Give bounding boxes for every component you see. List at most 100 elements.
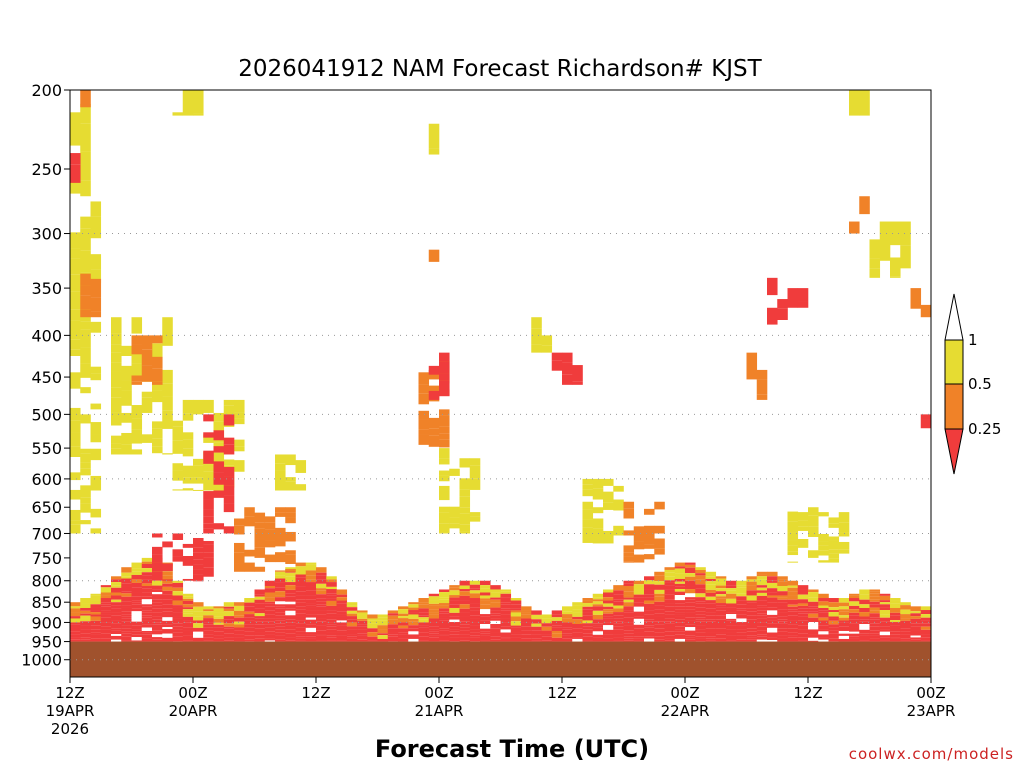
ri-cell-mid xyxy=(623,501,635,509)
ri-cell-boundary xyxy=(336,603,348,608)
ri-cell-boundary xyxy=(531,619,542,624)
ri-cell-boundary xyxy=(162,620,173,625)
ri-cell-boundary xyxy=(654,589,665,594)
ri-cell-boundary xyxy=(603,622,614,626)
ri-cell-boundary xyxy=(428,633,440,636)
ri-cell-mid xyxy=(418,372,430,385)
ri-cell-high xyxy=(541,345,553,353)
ri-cell-high xyxy=(592,518,604,529)
ri-cell-boundary xyxy=(346,607,358,611)
ri-cell-boundary xyxy=(572,638,583,642)
ri-cell-boundary xyxy=(264,624,276,628)
ri-cell-mid xyxy=(756,394,768,400)
ri-cell-boundary xyxy=(285,610,296,616)
ri-cell-boundary xyxy=(900,624,911,629)
ri-cell-boundary xyxy=(193,633,204,638)
ri-cell-boundary xyxy=(859,616,870,620)
ri-cell-boundary xyxy=(787,632,799,636)
ri-cell-boundary xyxy=(428,637,440,642)
ri-cell-boundary xyxy=(244,624,255,628)
ri-cell-boundary xyxy=(890,620,901,623)
ri-cell-boundary xyxy=(326,605,337,611)
ri-cell-boundary xyxy=(182,635,194,641)
ri-cell-boundary xyxy=(777,619,788,622)
ri-cell-boundary xyxy=(849,595,860,599)
ri-cell-boundary xyxy=(705,578,717,582)
ri-cell-boundary xyxy=(664,606,676,612)
ri-cell-boundary xyxy=(756,618,768,623)
ri-cell-boundary xyxy=(726,593,737,599)
ri-cell-boundary xyxy=(674,616,686,620)
ri-cell-boundary xyxy=(131,634,143,638)
ri-cell-boundary xyxy=(828,638,840,642)
ri-cell-boundary xyxy=(726,585,737,589)
ri-cell-boundary xyxy=(767,620,778,624)
ri-cell-boundary xyxy=(633,622,645,625)
ri-cell-boundary xyxy=(879,604,891,608)
ri-cell-boundary xyxy=(715,582,727,586)
ri-cell-mid xyxy=(910,288,922,309)
ri-cell-boundary xyxy=(490,602,501,608)
ri-cell-high xyxy=(80,497,91,504)
ri-cell-boundary xyxy=(213,624,225,628)
ri-cell-boundary xyxy=(603,618,614,623)
ri-cell-low xyxy=(439,373,450,381)
ri-cell-boundary xyxy=(459,589,471,592)
ri-cell-boundary xyxy=(203,634,214,638)
ri-cell-boundary xyxy=(500,593,512,598)
ri-cell-boundary xyxy=(275,601,286,605)
ri-cell-boundary xyxy=(275,623,286,627)
ri-cell-boundary xyxy=(469,590,481,594)
ri-cell-boundary xyxy=(828,607,840,611)
ri-cell-mid xyxy=(623,561,635,563)
ri-cell-boundary xyxy=(633,589,645,595)
ri-cell-boundary xyxy=(428,593,440,597)
ri-cell-high xyxy=(900,245,911,269)
ri-cell-boundary xyxy=(623,636,635,639)
ri-cell-low xyxy=(203,557,214,568)
ri-cell-boundary xyxy=(285,589,296,594)
ri-cell-boundary xyxy=(346,613,358,617)
ri-cell-boundary xyxy=(715,576,727,579)
ri-cell-boundary xyxy=(70,606,81,609)
ri-cell-boundary xyxy=(234,617,245,622)
ri-cell-boundary xyxy=(387,613,399,616)
ri-cell-boundary xyxy=(428,614,440,619)
ri-cell-boundary xyxy=(316,586,327,589)
ri-cell-low xyxy=(777,299,788,309)
ri-cell-boundary xyxy=(562,638,573,642)
ri-cell-boundary xyxy=(674,629,686,632)
ri-cell-boundary xyxy=(203,615,214,619)
ri-cell-boundary xyxy=(203,609,214,612)
ri-cell-boundary xyxy=(654,584,665,590)
ri-cell-boundary xyxy=(756,615,768,619)
ri-cell-boundary xyxy=(859,629,870,634)
ri-cell-boundary xyxy=(695,603,706,608)
ri-cell-boundary xyxy=(408,604,419,608)
ri-cell-boundary xyxy=(346,605,358,608)
ri-cell-boundary xyxy=(767,617,778,621)
ri-cell-boundary xyxy=(480,626,491,629)
ri-cell-boundary xyxy=(592,625,604,628)
y-tick-label: 400 xyxy=(31,326,62,345)
ri-cell-boundary xyxy=(193,623,204,628)
ri-cell-boundary xyxy=(305,634,317,637)
ri-cell-boundary xyxy=(787,580,799,586)
ri-cell-boundary xyxy=(182,607,194,610)
ri-cell-boundary xyxy=(500,604,512,609)
ri-cell-boundary xyxy=(613,601,624,606)
ri-cell-boundary xyxy=(100,610,112,613)
ri-cell-mid xyxy=(644,554,655,560)
ri-cell-boundary xyxy=(931,640,942,642)
ri-cell-boundary xyxy=(264,601,276,604)
ri-cell-high xyxy=(90,448,102,461)
ri-cell-boundary xyxy=(141,632,153,635)
ri-cell-high xyxy=(162,453,173,455)
ri-cell-boundary xyxy=(111,635,122,640)
ri-cell-boundary xyxy=(182,640,194,642)
ri-cell-low xyxy=(767,307,778,325)
ri-cell-boundary xyxy=(818,593,829,599)
ri-cell-boundary xyxy=(613,629,624,635)
ri-cell-boundary xyxy=(162,617,173,621)
ri-cell-boundary xyxy=(70,639,81,642)
